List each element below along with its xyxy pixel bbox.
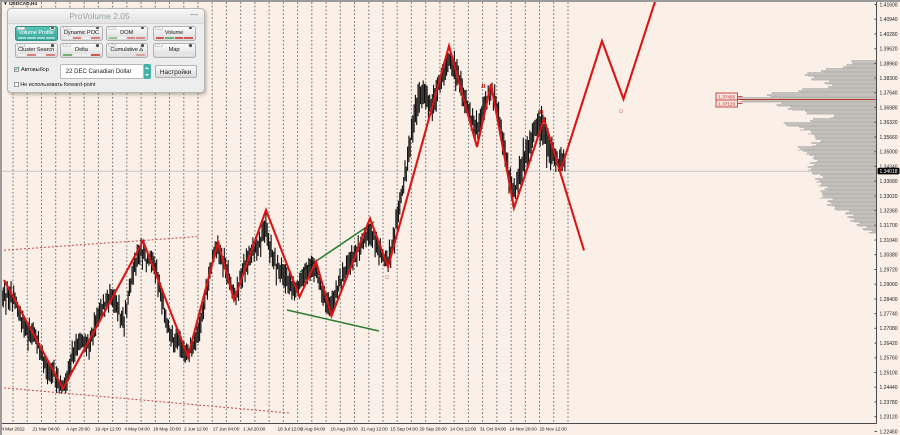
svg-text:1.39620: 1.39620 xyxy=(880,47,898,53)
svg-text:1.22460: 1.22460 xyxy=(880,429,898,435)
svg-text:Ω: Ω xyxy=(619,109,623,115)
svg-text:1.37456: 1.37456 xyxy=(718,94,735,99)
svg-text:1.23120: 1.23120 xyxy=(880,415,898,421)
svg-text:1.29720: 1.29720 xyxy=(880,267,898,273)
svg-text:B: B xyxy=(480,83,486,90)
svg-text:17 Jun 04:00: 17 Jun 04:00 xyxy=(213,427,240,433)
svg-text:1.29060: 1.29060 xyxy=(880,282,898,288)
svg-text:29 Nov 12:00: 29 Nov 12:00 xyxy=(539,427,567,433)
svg-text:2 Jun 12:00: 2 Jun 12:00 xyxy=(184,427,208,433)
svg-text:1.40280: 1.40280 xyxy=(880,32,898,38)
svg-text:1.32360: 1.32360 xyxy=(880,209,898,215)
svg-text:1.36320: 1.36320 xyxy=(880,120,898,126)
svg-text:1.35660: 1.35660 xyxy=(880,135,898,141)
svg-text:4 May 04:00: 4 May 04:00 xyxy=(124,427,150,433)
svg-text:29 Sep 20:00: 29 Sep 20:00 xyxy=(419,427,447,433)
svg-text:1.37129: 1.37129 xyxy=(718,101,735,106)
svg-text:14 Nov 20:00: 14 Nov 20:00 xyxy=(509,427,537,433)
svg-text:18 Jul 12:00: 18 Jul 12:00 xyxy=(278,427,303,433)
svg-text:19 Apr 12:00: 19 Apr 12:00 xyxy=(95,427,121,433)
svg-text:14 Oct 12:00: 14 Oct 12:00 xyxy=(450,427,477,433)
svg-text:1.36980: 1.36980 xyxy=(880,105,898,111)
svg-text:2 Aug 04:00: 2 Aug 04:00 xyxy=(301,427,326,433)
svg-text:1.30380: 1.30380 xyxy=(880,253,898,259)
svg-text:1.31040: 1.31040 xyxy=(880,238,898,244)
svg-text:1.27080: 1.27080 xyxy=(880,326,898,332)
svg-text:1.26420: 1.26420 xyxy=(880,341,898,347)
svg-text:31 Aug 12:00: 31 Aug 12:00 xyxy=(360,427,388,433)
svg-text:1.35000: 1.35000 xyxy=(880,150,898,156)
svg-text:18 May 20:00: 18 May 20:00 xyxy=(153,427,181,433)
svg-text:1.25760: 1.25760 xyxy=(880,356,898,362)
svg-text:B: B xyxy=(538,109,544,116)
svg-text:1.37640: 1.37640 xyxy=(880,91,898,97)
svg-text:21 Mar 04:00: 21 Mar 04:00 xyxy=(32,427,59,433)
svg-text:4 Apr 20:00: 4 Apr 20:00 xyxy=(66,427,90,433)
svg-text:1.31700: 1.31700 xyxy=(880,223,898,229)
svg-text:1.41600: 1.41600 xyxy=(880,2,898,8)
svg-text:1.28400: 1.28400 xyxy=(880,297,898,303)
svg-text:1.38300: 1.38300 xyxy=(880,76,898,82)
svg-text:1.34018: 1.34018 xyxy=(879,169,897,175)
svg-text:1.38960: 1.38960 xyxy=(880,61,898,67)
svg-text:1 Jul 20:00: 1 Jul 20:00 xyxy=(243,427,266,433)
svg-text:1.40940: 1.40940 xyxy=(880,17,898,23)
svg-text:1.27740: 1.27740 xyxy=(880,312,898,318)
svg-text:1.34340: 1.34340 xyxy=(880,164,898,170)
svg-text:31 Oct 04:00: 31 Oct 04:00 xyxy=(480,427,507,433)
svg-text:16 Aug 20:00: 16 Aug 20:00 xyxy=(330,427,358,433)
svg-text:Ω: Ω xyxy=(385,275,389,281)
svg-text:1.24440: 1.24440 xyxy=(880,385,898,391)
svg-text:15 Sep 04:00: 15 Sep 04:00 xyxy=(390,427,418,433)
svg-text:4 Mar 2022: 4 Mar 2022 xyxy=(1,427,25,433)
svg-text:1.23780: 1.23780 xyxy=(880,400,898,406)
svg-text:1.33680: 1.33680 xyxy=(880,179,898,185)
svg-text:1.25100: 1.25100 xyxy=(880,370,898,376)
svg-text:1.33020: 1.33020 xyxy=(880,194,898,200)
